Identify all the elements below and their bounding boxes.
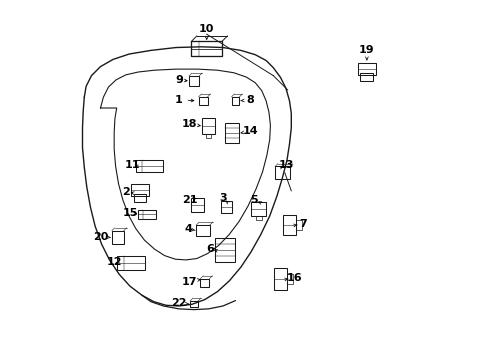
Bar [202, 118, 214, 134]
Bar [357, 63, 375, 75]
Text: 3: 3 [219, 193, 226, 203]
Text: 10: 10 [199, 24, 214, 34]
Bar [196, 225, 209, 236]
Text: 4: 4 [184, 224, 192, 234]
Bar [360, 73, 373, 81]
Text: 22: 22 [171, 298, 186, 308]
Text: 18: 18 [182, 119, 197, 129]
Bar [251, 202, 266, 216]
Bar [117, 256, 145, 270]
Text: 6: 6 [205, 244, 213, 254]
Text: 9: 9 [175, 75, 183, 85]
Text: 2: 2 [122, 186, 130, 197]
Text: 21: 21 [182, 195, 197, 205]
Bar [190, 301, 198, 307]
Bar [231, 97, 239, 105]
Bar [191, 198, 203, 212]
Text: 14: 14 [243, 126, 258, 136]
Bar [189, 76, 199, 86]
Bar [273, 268, 287, 290]
Text: 13: 13 [278, 159, 293, 170]
Bar [214, 238, 234, 262]
Bar [135, 159, 163, 171]
Text: 17: 17 [182, 276, 197, 287]
Bar [134, 194, 146, 202]
Bar [191, 41, 222, 56]
Bar [275, 166, 289, 179]
Bar [224, 123, 239, 143]
Bar [200, 279, 209, 287]
Bar [131, 184, 148, 195]
Bar [191, 41, 222, 56]
Bar [198, 97, 207, 105]
Text: 11: 11 [124, 159, 140, 170]
Bar [220, 201, 232, 213]
Text: 7: 7 [299, 219, 306, 229]
Text: 20: 20 [93, 231, 109, 242]
Bar [282, 215, 296, 235]
Text: 8: 8 [245, 95, 253, 105]
Text: 15: 15 [122, 208, 138, 218]
Text: 5: 5 [249, 195, 257, 205]
Text: 16: 16 [286, 273, 302, 283]
Text: 12: 12 [106, 257, 122, 267]
Text: 19: 19 [358, 45, 374, 55]
Bar [138, 210, 156, 219]
Bar [112, 231, 123, 244]
Text: 1: 1 [175, 95, 183, 105]
